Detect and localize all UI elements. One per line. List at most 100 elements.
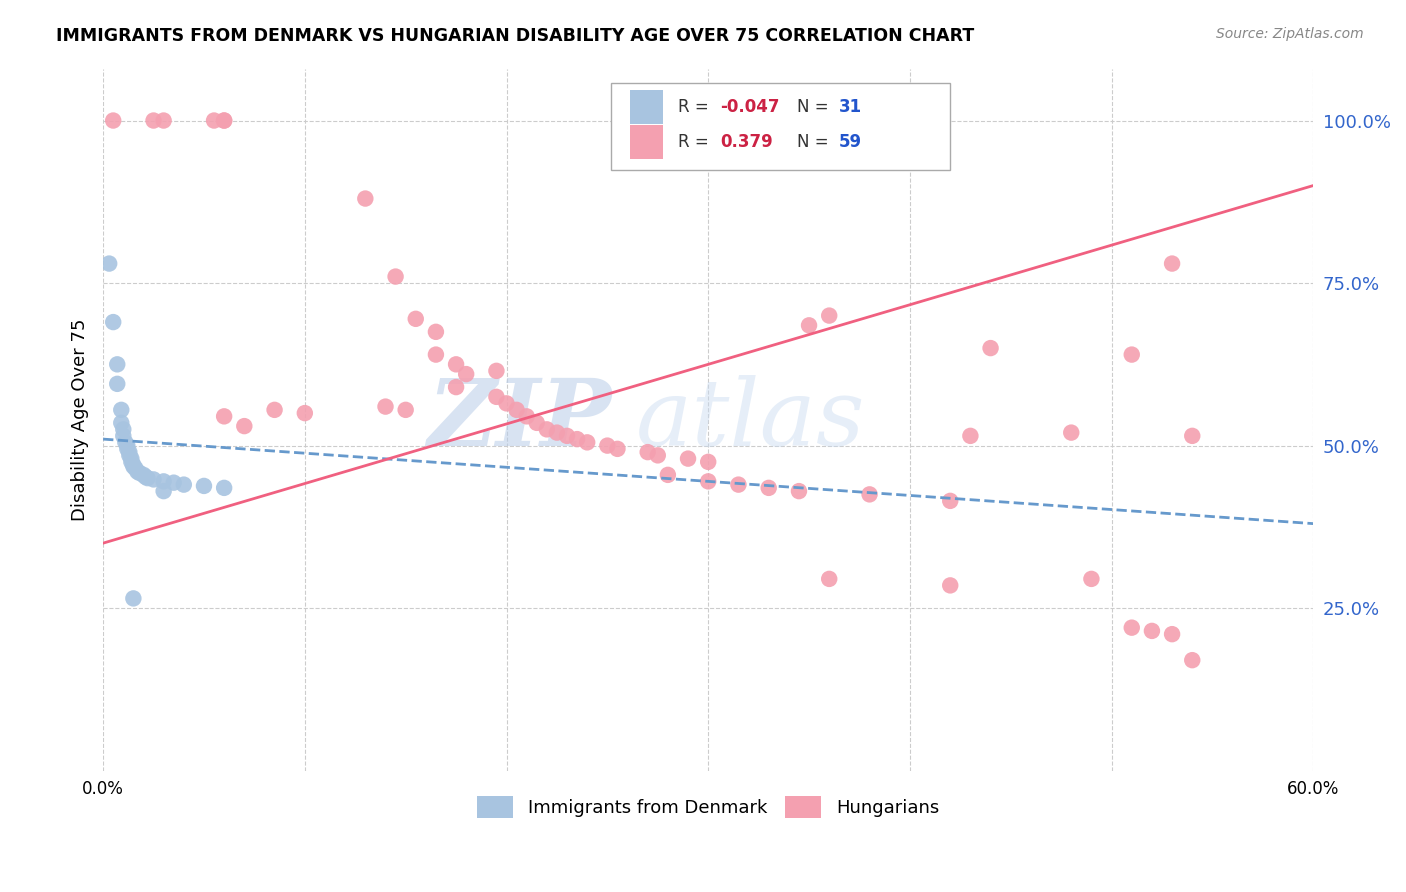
Point: [212, 409, 235, 424]
Point: [1181, 429, 1204, 443]
Point: [1181, 653, 1204, 667]
Point: [1140, 624, 1163, 638]
Point: [758, 481, 780, 495]
Point: [122, 458, 145, 472]
Point: [536, 422, 558, 436]
Point: [98, 256, 121, 270]
Point: [1161, 256, 1184, 270]
Point: [112, 422, 135, 436]
Point: [606, 442, 628, 456]
Point: [294, 406, 316, 420]
Point: [657, 467, 679, 482]
Text: 0.379: 0.379: [720, 133, 773, 152]
Point: [103, 315, 125, 329]
Point: [103, 113, 125, 128]
Point: [818, 572, 841, 586]
Point: [425, 348, 447, 362]
Point: [818, 309, 841, 323]
Point: [516, 409, 538, 424]
Point: [1080, 572, 1102, 586]
Point: [727, 477, 749, 491]
Point: [233, 419, 256, 434]
Point: [114, 435, 136, 450]
Point: [384, 269, 406, 284]
Point: [173, 477, 195, 491]
Point: [405, 311, 427, 326]
Point: [117, 442, 139, 456]
Point: [1060, 425, 1083, 440]
Y-axis label: Disability Age Over 75: Disability Age Over 75: [72, 318, 89, 521]
Point: [1121, 621, 1143, 635]
Point: [374, 400, 396, 414]
Text: -0.047: -0.047: [720, 98, 780, 116]
Point: [787, 484, 810, 499]
Point: [505, 402, 527, 417]
Point: [124, 461, 146, 475]
Point: [110, 402, 132, 417]
Point: [120, 451, 142, 466]
Point: [495, 396, 517, 410]
Point: [105, 376, 128, 391]
Text: atlas: atlas: [636, 375, 865, 465]
Point: [263, 402, 285, 417]
Point: [555, 429, 578, 443]
Point: [980, 341, 1002, 355]
Text: 59: 59: [839, 133, 862, 152]
FancyBboxPatch shape: [612, 83, 950, 170]
Text: 31: 31: [839, 98, 862, 116]
Point: [596, 439, 619, 453]
Point: [132, 467, 155, 482]
Point: [142, 113, 165, 128]
Point: [212, 481, 235, 495]
Point: [697, 455, 720, 469]
Point: [456, 367, 478, 381]
Point: [152, 484, 174, 499]
Point: [395, 402, 418, 417]
Point: [485, 390, 508, 404]
Point: [1121, 348, 1143, 362]
Point: [122, 591, 145, 606]
Point: [128, 466, 150, 480]
Point: [546, 425, 568, 440]
Point: [152, 113, 174, 128]
Point: [105, 357, 128, 371]
Point: [797, 318, 820, 333]
Point: [697, 475, 720, 489]
Text: ZIP: ZIP: [427, 375, 612, 465]
Point: [444, 357, 467, 371]
Point: [163, 475, 186, 490]
Point: [134, 470, 156, 484]
Point: [647, 448, 669, 462]
Bar: [630, 126, 664, 159]
Point: [1161, 627, 1184, 641]
Point: [354, 192, 377, 206]
Legend: Immigrants from Denmark, Hungarians: Immigrants from Denmark, Hungarians: [470, 789, 946, 825]
Point: [676, 451, 699, 466]
Point: [858, 487, 880, 501]
Point: [118, 445, 141, 459]
Point: [212, 113, 235, 128]
Point: [526, 416, 548, 430]
Point: [939, 494, 962, 508]
Point: [136, 471, 159, 485]
Point: [127, 465, 149, 479]
Point: [193, 479, 215, 493]
Text: N =: N =: [797, 98, 834, 116]
Point: [120, 455, 142, 469]
Point: [425, 325, 447, 339]
Bar: [630, 90, 664, 124]
Point: [202, 113, 225, 128]
Point: [565, 432, 588, 446]
Text: IMMIGRANTS FROM DENMARK VS HUNGARIAN DISABILITY AGE OVER 75 CORRELATION CHART: IMMIGRANTS FROM DENMARK VS HUNGARIAN DIS…: [56, 27, 974, 45]
Point: [212, 113, 235, 128]
Point: [112, 429, 135, 443]
Point: [576, 435, 599, 450]
Point: [118, 448, 141, 462]
Text: R =: R =: [678, 133, 720, 152]
Point: [152, 475, 174, 489]
Text: R =: R =: [678, 98, 714, 116]
Text: N =: N =: [797, 133, 834, 152]
Point: [637, 445, 659, 459]
Text: Source: ZipAtlas.com: Source: ZipAtlas.com: [1216, 27, 1364, 41]
Point: [939, 578, 962, 592]
